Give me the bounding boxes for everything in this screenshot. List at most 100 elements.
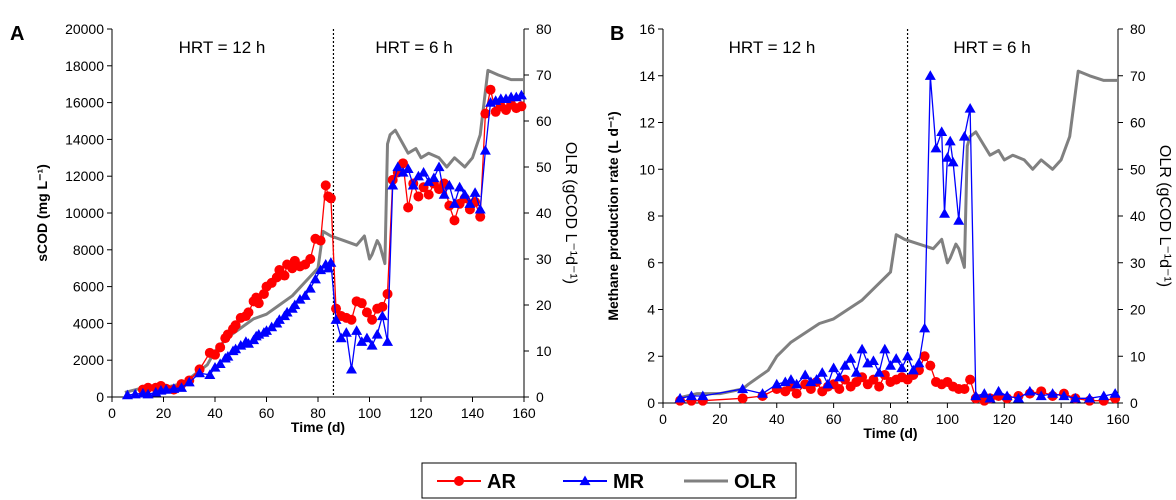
data-point-mr (757, 388, 769, 398)
y2-tick-label: 10 (536, 343, 552, 359)
data-point-ar (874, 381, 885, 392)
y-tick-label: 18000 (65, 58, 104, 74)
y-tick-label: 10 (639, 161, 655, 177)
data-point-mr (345, 363, 357, 374)
data-point-mr (273, 314, 285, 324)
y-tick-label: 8 (647, 208, 655, 224)
x-tick-label: 100 (358, 405, 382, 421)
data-point-mr (454, 181, 466, 192)
data-point-ar (423, 189, 434, 200)
series-ar (675, 351, 1121, 406)
data-point-mr (896, 362, 908, 373)
data-point-mr (222, 351, 234, 361)
data-point-mr (459, 189, 471, 199)
data-point-ar (449, 215, 460, 226)
data-point-ar (480, 108, 491, 119)
data-point-mr (230, 343, 242, 354)
data-point-mr (469, 187, 481, 197)
data-point-mr (947, 156, 959, 167)
legend-marker-mr (579, 475, 591, 486)
data-point-mr (811, 374, 823, 384)
x-tick-label: 60 (826, 411, 842, 427)
data-point-mr (1047, 388, 1059, 398)
data-point-mr (939, 208, 951, 218)
data-point-mr (978, 388, 990, 398)
data-point-ar (356, 298, 367, 309)
data-point-mr (289, 299, 301, 310)
x-tick-label: 160 (512, 405, 536, 421)
data-point-ar (879, 369, 890, 380)
data-point-mr (194, 367, 206, 378)
data-point-mr (356, 336, 368, 346)
y2-tick-label: 50 (536, 159, 552, 175)
data-point-mr (299, 290, 311, 300)
y-tick-label: 20000 (65, 21, 104, 37)
data-point-ar (143, 382, 154, 393)
x-tick-label: 80 (883, 411, 899, 427)
data-point-ar (919, 351, 930, 362)
annotation-hrt-6h: HRT = 6 h (375, 38, 452, 57)
y-tick-label: 14000 (65, 131, 104, 147)
data-point-mr (885, 360, 896, 370)
y-tick-label: 2000 (73, 352, 104, 368)
data-point-mr (839, 360, 851, 370)
data-point-mr (867, 355, 879, 366)
data-point-mr (242, 338, 254, 348)
data-point-mr (335, 332, 347, 343)
data-point-mr (515, 89, 527, 100)
y2-tick-label: 30 (536, 251, 552, 267)
data-point-mr (340, 327, 352, 337)
y-tick-label: 0 (647, 395, 655, 411)
data-point-mr (944, 135, 956, 146)
data-point-mr (121, 389, 133, 400)
x-tick-label: 0 (108, 405, 116, 421)
series-line-olr (676, 69, 1118, 400)
y-axis-label: Methane production rate (L d⁻¹) (605, 111, 621, 320)
y-tick-label: 6000 (73, 279, 104, 295)
series-line-olr (124, 68, 524, 394)
data-point-ar (331, 303, 342, 314)
legend-label-mr: MR (613, 471, 645, 493)
data-point-mr (371, 328, 383, 339)
data-point-mr (816, 367, 828, 377)
data-point-ar (516, 101, 527, 112)
data-point-mr (964, 102, 976, 113)
data-point-mr (464, 198, 476, 208)
x-tick-label: 140 (1049, 411, 1073, 427)
x-axis-label: Time (d) (863, 425, 917, 441)
data-point-mr (266, 321, 278, 332)
x-tick-label: 60 (259, 405, 275, 421)
data-point-mr (397, 167, 409, 177)
x-tick-label: 100 (936, 411, 960, 427)
data-point-mr (261, 325, 272, 335)
data-point-mr (930, 142, 942, 153)
data-point-mr (1035, 390, 1047, 401)
data-point-ar (925, 360, 936, 371)
y2-tick-label: 50 (1130, 161, 1146, 177)
x-tick-label: 120 (993, 411, 1017, 427)
y-tick-label: 14 (639, 68, 655, 84)
data-point-mr (907, 364, 919, 375)
y-tick-label: 16 (639, 21, 655, 37)
y2-tick-label: 80 (536, 21, 552, 37)
x-tick-label: 80 (310, 405, 326, 421)
y2-tick-label: 40 (536, 205, 552, 221)
data-point-mr (443, 179, 455, 190)
data-point-mr (771, 378, 783, 389)
y2-tick-label: 70 (536, 67, 552, 83)
data-point-mr (392, 161, 404, 172)
data-point-ar (868, 374, 879, 385)
data-point-ar (377, 301, 388, 312)
data-point-mr (183, 376, 195, 387)
data-point-ar (382, 288, 393, 299)
y2-tick-label: 80 (1130, 21, 1146, 37)
y-tick-label: 16000 (65, 95, 104, 111)
y-tick-label: 6 (647, 255, 655, 271)
data-point-ar (320, 180, 331, 191)
y2-tick-label: 10 (1130, 348, 1146, 364)
data-point-mr (737, 383, 749, 394)
y2-tick-label: 30 (1130, 255, 1146, 271)
data-point-mr (428, 172, 440, 183)
y-tick-label: 4000 (73, 315, 104, 331)
data-point-ar (230, 320, 241, 331)
